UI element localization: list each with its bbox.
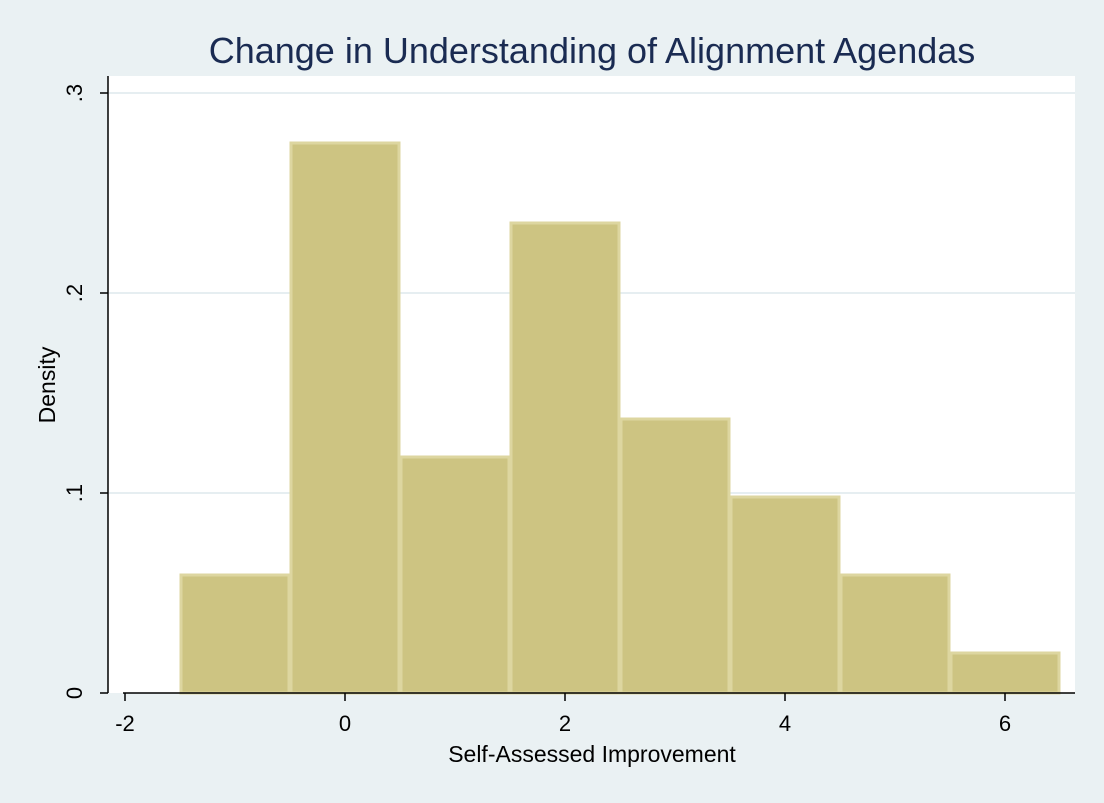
x-tick-label: 0 [339, 711, 351, 736]
y-tick-label: .1 [62, 484, 87, 502]
y-tick-label: 0 [62, 687, 87, 699]
chart-title: Change in Understanding of Alignment Age… [209, 30, 976, 71]
x-axis-label: Self-Assessed Improvement [448, 741, 736, 767]
y-tick-label: .3 [62, 84, 87, 102]
y-tick-label: .2 [62, 284, 87, 302]
histogram-bar [289, 141, 401, 695]
histogram-bar [619, 417, 731, 695]
x-tick-label: 6 [999, 711, 1011, 736]
x-tick-label: 2 [559, 711, 571, 736]
histogram-bar [729, 495, 841, 695]
histogram-bar [179, 573, 291, 695]
x-tick-label: 4 [779, 711, 791, 736]
axes: 0 .1 .2 .3 -2 0 2 4 6 [62, 76, 1075, 736]
histogram-bar [399, 455, 511, 695]
histogram-bar [509, 221, 621, 695]
x-tick-label: -2 [115, 711, 135, 736]
histogram-bars [179, 141, 1061, 695]
histogram-bar [839, 573, 951, 695]
histogram-bar [949, 651, 1061, 695]
y-axis-label: Density [34, 346, 60, 423]
